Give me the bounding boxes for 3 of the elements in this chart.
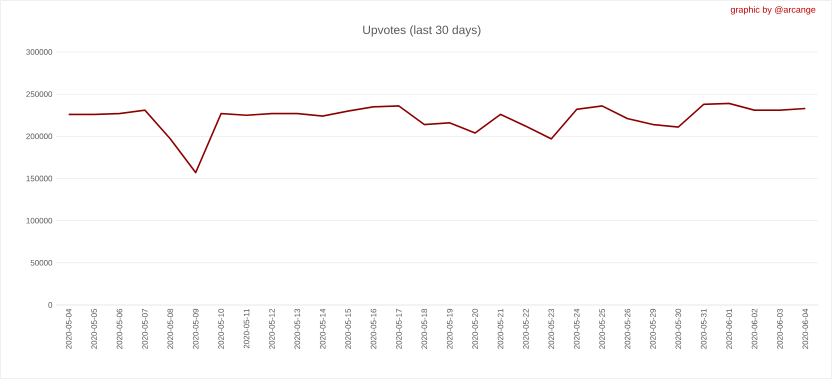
- line-series: [68, 102, 806, 174]
- text: graphic by @arcange: [730, 6, 816, 15]
- chart-title: Upvotes (last 30 days): [363, 25, 480, 37]
